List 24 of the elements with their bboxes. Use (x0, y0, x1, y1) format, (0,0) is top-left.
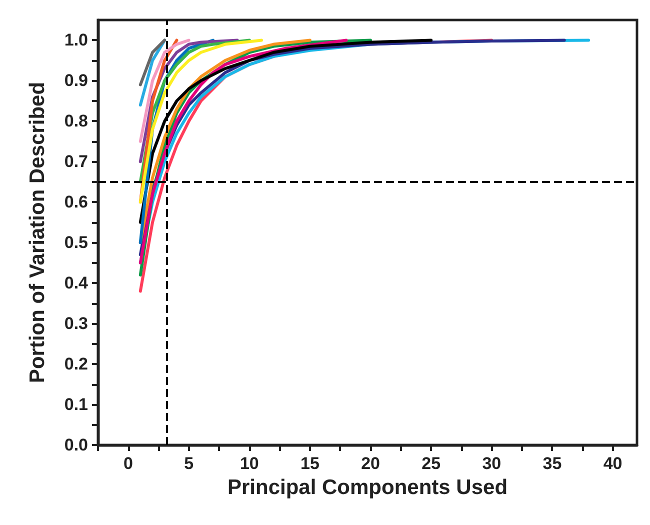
y-tick-label: 0.3 (64, 314, 88, 334)
x-tick-label: 25 (422, 454, 441, 473)
x-tick-label: 40 (603, 454, 622, 473)
y-axis-title: Portion of Variation Described (26, 82, 49, 384)
x-tick-label: 20 (361, 454, 380, 473)
y-tick-label: 0.6 (64, 192, 88, 212)
x-tick-label: 5 (184, 454, 194, 473)
x-tick-label: 0 (124, 454, 134, 473)
x-tick-label: 15 (300, 454, 320, 473)
y-tick-label: 0.1 (64, 395, 88, 414)
y-tick-label: 0.5 (64, 233, 88, 252)
x-tick-label: 30 (482, 454, 502, 473)
y-tick-label: 1.0 (64, 30, 88, 50)
y-tick-label: 0.8 (64, 112, 88, 131)
line-series (138, 38, 264, 204)
line-series (138, 38, 190, 143)
y-tick-label: 0.2 (64, 354, 88, 374)
x-tick-label: 10 (240, 454, 259, 473)
y-tick-label: 0.4 (64, 274, 89, 293)
y-tick-label: 0.9 (64, 71, 88, 90)
y-tick-label: 0.0 (64, 436, 88, 454)
x-tick-label: 35 (542, 454, 562, 473)
x-axis-title: Principal Components Used (227, 476, 508, 499)
y-tick-label: 0.7 (64, 152, 88, 172)
